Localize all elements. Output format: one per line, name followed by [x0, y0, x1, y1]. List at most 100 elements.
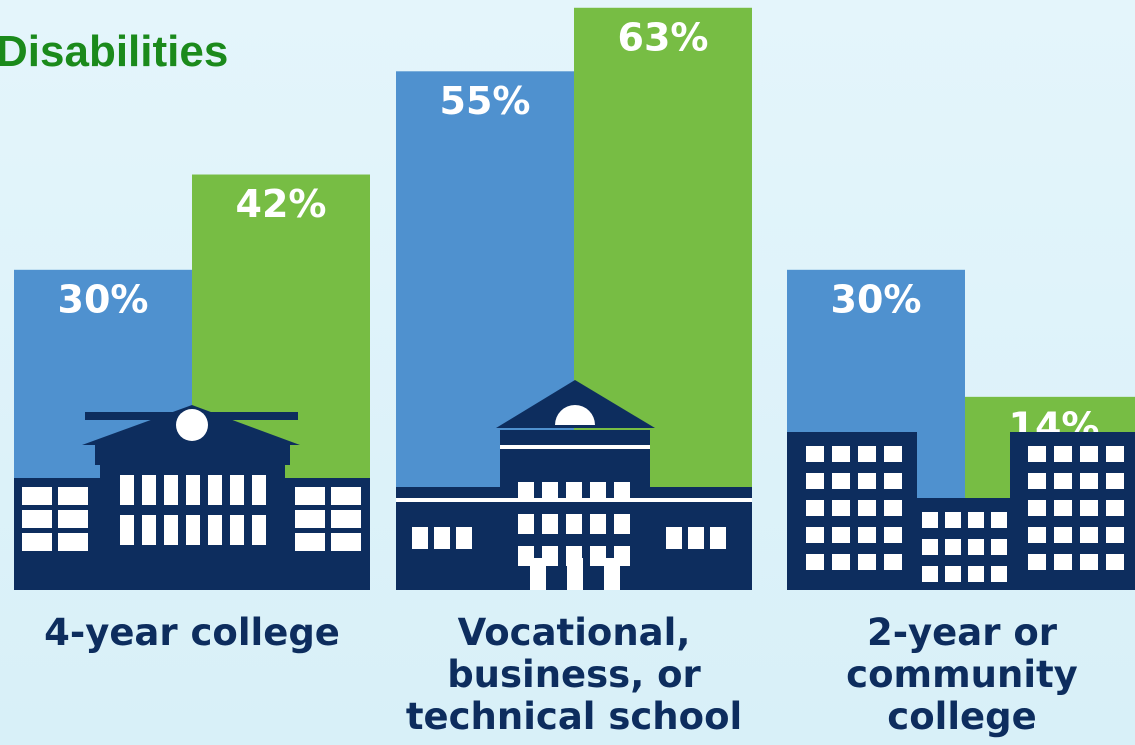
window	[186, 475, 200, 505]
window	[1106, 500, 1124, 516]
window	[542, 482, 558, 502]
window	[58, 487, 88, 505]
window	[186, 515, 200, 545]
window	[991, 539, 1007, 555]
window	[858, 473, 876, 489]
window	[230, 475, 244, 505]
window	[968, 566, 984, 582]
window	[120, 475, 134, 505]
category-label: Vocational, business, or technical schoo…	[405, 611, 743, 738]
window	[1080, 500, 1098, 516]
window	[120, 515, 134, 545]
window	[1106, 554, 1124, 570]
window	[806, 500, 824, 516]
window	[1054, 554, 1072, 570]
window	[884, 554, 902, 570]
window	[1080, 446, 1098, 462]
window	[518, 514, 534, 534]
window	[1054, 473, 1072, 489]
value-label: 63%	[618, 15, 709, 59]
window	[331, 510, 361, 528]
window	[614, 482, 630, 502]
window	[922, 512, 938, 528]
window	[614, 514, 630, 534]
windows	[22, 446, 1124, 582]
window	[252, 515, 266, 545]
window	[1054, 446, 1072, 462]
window	[666, 527, 682, 549]
window	[806, 446, 824, 462]
window	[1106, 527, 1124, 543]
category-label: 4-year college	[44, 611, 340, 654]
base	[14, 575, 370, 590]
dome	[555, 405, 595, 425]
window	[412, 527, 428, 549]
value-label: 30%	[831, 277, 922, 321]
window	[566, 482, 582, 502]
window	[142, 475, 156, 505]
window	[331, 533, 361, 551]
window	[806, 473, 824, 489]
window	[164, 515, 178, 545]
roof	[496, 380, 655, 428]
window	[566, 514, 582, 534]
window	[295, 510, 325, 528]
window	[22, 487, 52, 505]
window	[58, 533, 88, 551]
window	[518, 546, 534, 566]
window	[1054, 527, 1072, 543]
window	[945, 539, 961, 555]
window	[1028, 527, 1046, 543]
window	[806, 554, 824, 570]
entablature	[95, 445, 290, 465]
clock	[176, 409, 208, 441]
window	[295, 533, 325, 551]
window	[884, 500, 902, 516]
window	[22, 533, 52, 551]
stripe	[500, 445, 650, 449]
value-label: 55%	[440, 79, 531, 123]
window	[806, 527, 824, 543]
window	[832, 527, 850, 543]
window	[688, 527, 704, 549]
window	[710, 527, 726, 549]
window	[590, 482, 606, 502]
window	[590, 514, 606, 534]
window	[208, 515, 222, 545]
window	[1106, 473, 1124, 489]
window	[884, 446, 902, 462]
window	[991, 512, 1007, 528]
window	[1028, 446, 1046, 462]
window	[434, 527, 450, 549]
window	[295, 487, 325, 505]
window	[1028, 500, 1046, 516]
window	[22, 510, 52, 528]
window	[991, 566, 1007, 582]
window	[945, 566, 961, 582]
window	[164, 475, 178, 505]
window	[858, 554, 876, 570]
window	[230, 515, 244, 545]
window	[884, 527, 902, 543]
window	[1080, 527, 1098, 543]
chart-title: Disabilities	[0, 27, 228, 76]
window	[58, 510, 88, 528]
window	[922, 566, 938, 582]
value-label: 42%	[236, 182, 327, 226]
window	[922, 539, 938, 555]
window	[832, 446, 850, 462]
window	[208, 475, 222, 505]
category-label: 2-year or community college	[846, 611, 1078, 738]
window	[518, 482, 534, 502]
window	[968, 512, 984, 528]
window	[1080, 473, 1098, 489]
window	[1028, 554, 1046, 570]
window	[968, 539, 984, 555]
window	[832, 500, 850, 516]
window	[142, 515, 156, 545]
window	[590, 546, 606, 566]
window	[858, 527, 876, 543]
window	[1080, 554, 1098, 570]
